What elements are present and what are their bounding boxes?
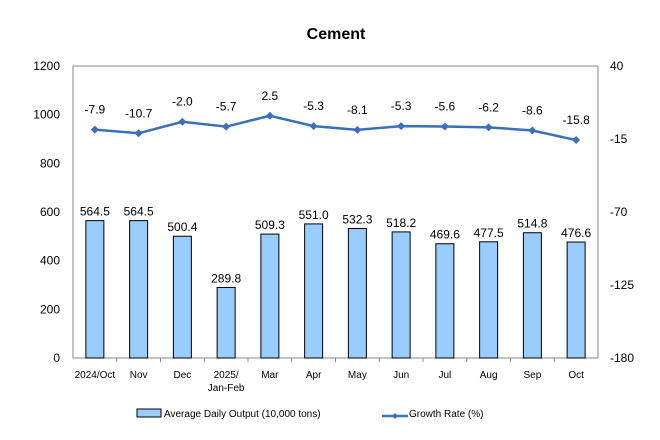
line-data-label: -8.1 (347, 103, 368, 117)
x-tick-label: Mar (261, 370, 279, 381)
line-data-label: -10.7 (125, 106, 153, 120)
x-tick-label: Nov (130, 370, 148, 381)
bar-data-label: 551.0 (299, 208, 329, 222)
growth-rate-marker (178, 117, 187, 126)
x-tick-label: Sep (523, 370, 541, 381)
left-tick-label: 0 (53, 351, 60, 365)
bar-data-label: 564.5 (124, 205, 154, 219)
x-tick-label: Jun (393, 370, 409, 381)
bar (260, 233, 280, 359)
bar-data-label: 476.6 (561, 226, 591, 240)
right-tick-label: -180 (610, 351, 634, 365)
growth-rate-marker (222, 122, 231, 131)
bar-data-label: 469.6 (430, 228, 460, 242)
chart-title: Cement (307, 26, 366, 43)
bar (216, 286, 236, 359)
right-tick-label: -15 (610, 132, 628, 146)
x-tick-label: Dec (173, 370, 191, 381)
legend-line-marker (392, 413, 398, 419)
bar (347, 227, 367, 359)
growth-rate-line (94, 114, 577, 142)
x-tick-label: Jul (438, 370, 451, 381)
legend-bar-swatch (136, 408, 162, 418)
bar-data-label: 500.4 (167, 220, 197, 234)
line-data-label: -5.3 (391, 99, 412, 113)
growth-rate-marker (265, 111, 274, 120)
x-tick-label: Oct (568, 370, 584, 381)
bar-data-label: 289.8 (211, 271, 241, 285)
x-tick-label: 2025/Jan-Feb (208, 370, 245, 394)
growth-rate-marker (484, 123, 493, 132)
legend-bar-label: Average Daily Output (10,000 tons) (164, 409, 321, 420)
left-tick-label: 400 (40, 254, 60, 268)
growth-rate-marker (440, 122, 449, 131)
bar (522, 232, 542, 359)
line-data-label: -8.6 (522, 104, 543, 118)
bar-data-label: 477.5 (474, 226, 504, 240)
line-data-label: -5.6 (435, 100, 456, 114)
growth-rate-marker (353, 125, 362, 134)
bar-data-label: 532.3 (342, 212, 372, 226)
bar-data-label: 514.8 (517, 217, 547, 231)
x-tick-label: 2024/Oct (75, 370, 116, 381)
line-data-label: -6.2 (478, 100, 499, 114)
bar (129, 220, 149, 359)
x-tick-label: Apr (306, 370, 322, 381)
bar (566, 241, 586, 359)
bar-data-label: 509.3 (255, 218, 285, 232)
line-data-label: -2.0 (172, 95, 193, 109)
x-tick-label: May (348, 370, 367, 381)
line-data-label: -15.8 (562, 113, 590, 127)
line-data-label: 2.5 (262, 89, 279, 103)
line-data-label: -5.3 (303, 99, 324, 113)
line-data-label: -5.7 (216, 100, 237, 114)
left-tick-label: 600 (40, 205, 60, 219)
bar (85, 220, 105, 359)
bar (172, 235, 192, 359)
right-tick-label: 40 (610, 59, 624, 73)
right-tick-label: -125 (610, 278, 634, 292)
bar (391, 231, 411, 359)
bar (435, 243, 455, 359)
bar-data-label: 518.2 (386, 216, 416, 230)
bar (304, 223, 324, 359)
left-tick-label: 200 (40, 302, 60, 316)
growth-rate-marker (572, 136, 581, 145)
left-tick-label: 1000 (33, 108, 60, 122)
legend-line-label: Growth Rate (%) (409, 409, 483, 420)
bar-data-label: 564.5 (80, 205, 110, 219)
growth-rate-marker (134, 129, 143, 138)
left-tick-label: 800 (40, 156, 60, 170)
bar (479, 241, 499, 359)
growth-rate-marker (90, 125, 99, 134)
growth-rate-marker (528, 126, 537, 135)
growth-rate-marker (397, 122, 406, 131)
line-data-label: -7.9 (85, 103, 106, 117)
left-tick-label: 1200 (33, 59, 60, 73)
right-tick-label: -70 (610, 205, 628, 219)
growth-rate-marker (309, 122, 318, 131)
x-tick-label: Aug (480, 370, 498, 381)
